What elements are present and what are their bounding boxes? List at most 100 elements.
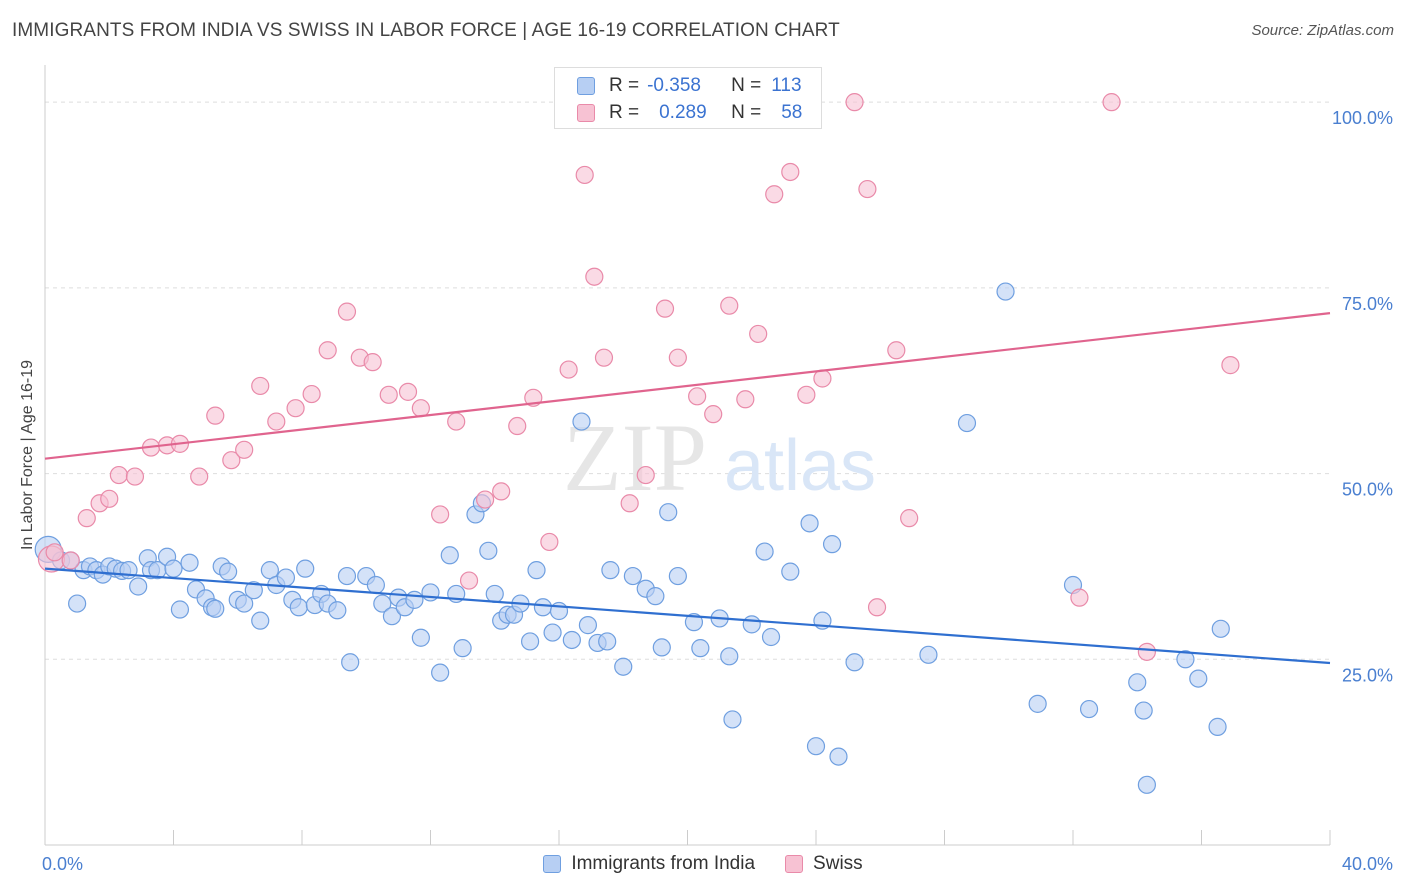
- india-point: [957, 413, 977, 433]
- legend-label-swiss: Swiss: [813, 853, 863, 874]
- x-tick-label: 0.0%: [42, 854, 83, 874]
- swiss-point: [251, 376, 270, 396]
- gridlines: [45, 101, 1330, 660]
- india-point: [1134, 701, 1153, 720]
- india-point: [289, 598, 308, 617]
- legend-item-india: Immigrants from India: [543, 853, 755, 875]
- swiss-point: [267, 412, 286, 431]
- swiss-point: [668, 348, 687, 367]
- swiss-point: [235, 440, 254, 459]
- swiss-point: [540, 532, 559, 552]
- swiss-point: [337, 302, 357, 321]
- legend-n-value: 113: [771, 75, 802, 96]
- india-point: [761, 627, 781, 647]
- india-point: [800, 514, 819, 533]
- swiss-point: [508, 416, 527, 436]
- india-point: [251, 611, 270, 630]
- india-point: [219, 562, 238, 581]
- swiss-point: [302, 384, 321, 404]
- legend-n-label: N =: [731, 102, 762, 123]
- legend-r-value: -0.358: [647, 75, 701, 96]
- india-point: [328, 601, 347, 620]
- india-point: [598, 632, 617, 651]
- x-tick-label: 40.0%: [1342, 854, 1393, 874]
- swiss-point: [476, 490, 495, 509]
- india-point: [479, 541, 498, 560]
- india-point: [206, 599, 225, 618]
- india-point: [742, 615, 761, 634]
- india-point: [684, 613, 704, 632]
- india-point: [822, 535, 842, 554]
- swiss-point: [363, 353, 382, 372]
- india-point: [720, 647, 739, 666]
- swiss-point: [636, 465, 655, 485]
- india-point: [601, 561, 620, 580]
- swiss-point: [398, 382, 418, 401]
- swiss-point: [559, 360, 578, 379]
- india-point: [996, 282, 1015, 301]
- swiss-point: [125, 467, 145, 486]
- india-point: [1176, 650, 1195, 669]
- india-point: [411, 628, 430, 647]
- swiss-point: [845, 93, 864, 112]
- swiss-point: [620, 494, 639, 513]
- legend-row-india: R = -0.358 N = 113: [577, 73, 802, 99]
- india-point: [164, 559, 183, 578]
- trend-line-india: [44, 567, 1331, 665]
- legend-swatch-swiss: [785, 855, 804, 873]
- swiss-point: [749, 324, 768, 344]
- y-tick-label: 25.0%: [1342, 665, 1393, 685]
- swiss-point: [100, 489, 119, 508]
- india-point: [668, 566, 687, 586]
- india-point: [1028, 694, 1047, 713]
- swiss-point: [318, 341, 337, 360]
- swiss-point: [1070, 588, 1089, 607]
- swiss-point: [655, 299, 675, 318]
- watermark-atlas: atlas: [724, 426, 876, 506]
- trend-lines: [44, 312, 1331, 665]
- india-point: [646, 587, 665, 606]
- india-point: [1211, 619, 1230, 638]
- swiss-point: [222, 451, 241, 470]
- india-point: [527, 561, 546, 580]
- swiss-point: [575, 165, 594, 185]
- legend-item-swiss: Swiss: [785, 853, 863, 875]
- swiss-point: [1137, 642, 1156, 661]
- india-point: [366, 575, 385, 595]
- india-point: [405, 590, 424, 609]
- swiss-point: [206, 406, 225, 425]
- swiss-point: [736, 390, 755, 409]
- swiss-point: [594, 348, 614, 367]
- y-tick-label: 75.0%: [1342, 294, 1393, 314]
- swiss-point: [813, 369, 832, 388]
- india-point: [170, 600, 190, 619]
- legend-r-label: R =: [609, 102, 640, 123]
- india-point: [845, 653, 864, 672]
- swiss-point: [704, 405, 723, 424]
- swiss-point: [765, 185, 784, 204]
- swiss-point: [900, 509, 919, 528]
- swiss-point: [61, 551, 80, 570]
- india-point: [485, 584, 504, 604]
- tick-labels: 25.0% 50.0% 75.0% 100.0% 0.0% 40.0%: [42, 108, 1393, 874]
- legend-r-value: 0.289: [659, 102, 707, 123]
- india-point: [543, 623, 562, 642]
- india-point: [520, 632, 540, 651]
- india-point: [431, 663, 450, 682]
- india-point: [723, 710, 742, 729]
- source-credit: Source: ZipAtlas.com: [1251, 22, 1394, 39]
- series-legend: Immigrants from India Swiss: [0, 850, 1406, 878]
- india-point: [373, 594, 392, 613]
- india-point: [578, 616, 598, 635]
- swiss-point: [411, 399, 430, 418]
- india-point: [382, 607, 402, 626]
- swiss-point: [492, 482, 511, 501]
- india-point: [440, 546, 459, 565]
- india-point: [129, 577, 148, 596]
- india-point: [296, 559, 315, 578]
- india-point: [1189, 669, 1208, 688]
- swiss-point: [858, 179, 877, 199]
- swiss-point: [286, 399, 305, 418]
- legend-swatch-india: [543, 855, 562, 873]
